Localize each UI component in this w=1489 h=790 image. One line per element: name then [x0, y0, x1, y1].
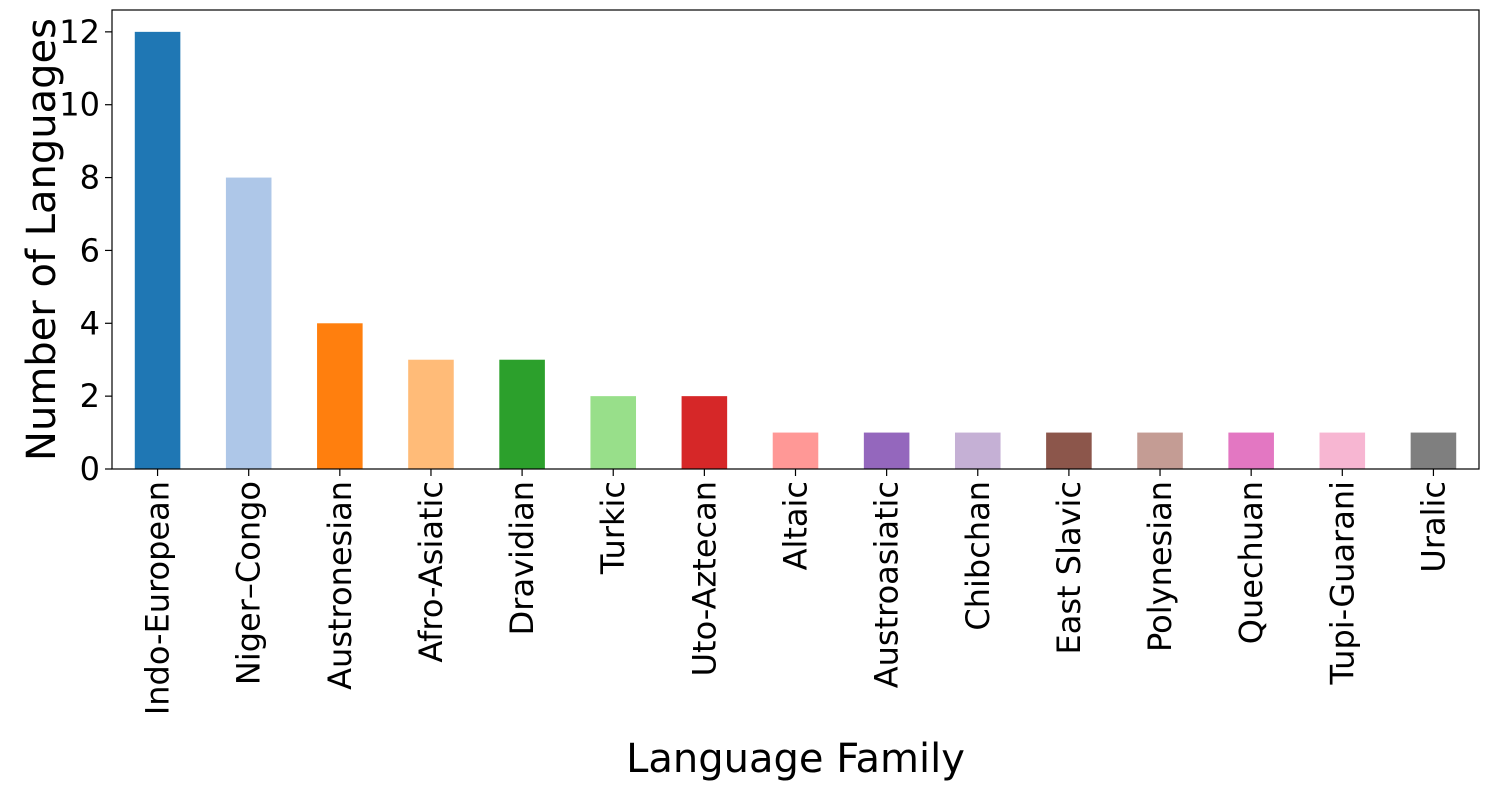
bar	[1046, 432, 1092, 469]
x-tick-label: Dravidian	[503, 481, 541, 635]
bar	[134, 31, 181, 469]
y-tick-label: 10	[59, 86, 100, 124]
y-tick-label: 12	[59, 13, 100, 51]
y-tick-label: 8	[80, 159, 100, 197]
bar	[954, 432, 1001, 469]
bar	[408, 359, 454, 469]
bar	[772, 432, 819, 469]
x-tick-label: Afro-Asiatic	[412, 481, 450, 663]
x-tick-label: Tupi-Guarani	[1323, 481, 1361, 686]
bar	[1228, 432, 1274, 469]
y-axis-title: Number of Languages	[19, 18, 65, 461]
x-tick-label: Austroasiatic	[868, 481, 906, 688]
x-tick-label: Uralic	[1414, 481, 1452, 573]
bar	[1319, 432, 1366, 469]
x-axis: Indo-European Niger–Congo Austronesian Afro…	[139, 469, 1452, 715]
bar	[681, 396, 728, 469]
bar	[499, 359, 545, 469]
bar	[225, 177, 272, 470]
x-tick-label: Niger–Congo	[230, 481, 268, 685]
x-tick-label: Altaic	[777, 481, 815, 570]
bars-group	[134, 31, 1457, 470]
plot-frame	[111, 9, 1480, 470]
y-axis: 0 2 4 6 8 10 12	[59, 13, 112, 488]
x-tick-label: Indo-European	[139, 481, 177, 715]
x-tick-label: Austronesian	[321, 481, 359, 690]
bar	[1410, 432, 1457, 469]
x-tick-label: Polynesian	[1141, 481, 1179, 652]
y-tick-label: 6	[80, 231, 100, 269]
x-tick-label: Quechuan	[1232, 481, 1270, 644]
bar	[1137, 432, 1183, 469]
bar	[317, 323, 363, 469]
x-tick-label: Uto-Aztecan	[685, 481, 723, 676]
x-tick-label: Turkic	[594, 481, 632, 575]
x-axis-title: Language Family	[626, 736, 965, 782]
y-tick-label: 4	[80, 304, 100, 342]
x-tick-label: Chibchan	[959, 481, 997, 631]
bar	[863, 432, 910, 469]
y-tick-label: 0	[80, 450, 100, 488]
y-tick-label: 2	[80, 377, 100, 415]
x-tick-label: East Slavic	[1050, 481, 1088, 654]
bar	[590, 396, 637, 469]
